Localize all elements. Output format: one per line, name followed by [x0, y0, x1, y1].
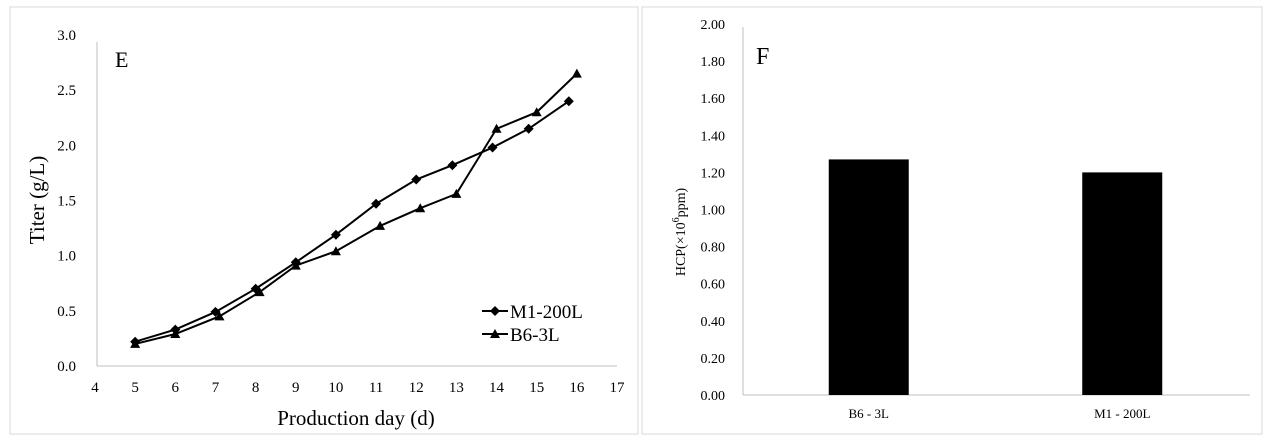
y-tick-label: 1.40 [701, 129, 726, 144]
legend-label: B6-3L [510, 325, 560, 346]
x-tick-label: 11 [369, 380, 383, 396]
data-point-M1-200L [563, 96, 574, 107]
y-tick-label: 1.5 [57, 194, 76, 210]
y-tick-label: 0.00 [701, 389, 726, 404]
x-tick-label: 17 [610, 380, 626, 396]
y-tick-label: 0.0 [57, 359, 76, 375]
data-point-B6-3L [491, 123, 502, 133]
x-axis-label: Production day (d) [277, 406, 434, 430]
y-tick-label: 1.80 [701, 55, 726, 70]
y-tick-label: 0.40 [701, 315, 726, 330]
data-point-M1-200L [447, 160, 458, 171]
bar-chart-f: F HCP(×106ppm) 0.00 0.20 0.40 0.60 0.80 1.00 1… [671, 18, 1250, 421]
y-tick-label: 2.0 [57, 138, 76, 154]
data-point-B6-3L [130, 338, 141, 348]
legend-marker-B6-3L [490, 329, 500, 338]
x-tick-label: 14 [489, 380, 505, 396]
data-point-B6-3L [214, 311, 225, 321]
data-point-B6-3L [290, 260, 301, 270]
data-point-B6-3L [451, 188, 462, 198]
data-point-M1-200L [371, 198, 382, 209]
x-tick-label: 4 [91, 380, 99, 396]
data-point-B6-3L [170, 329, 181, 339]
x-tick-label: 15 [529, 380, 544, 396]
data-point-M1-200L [487, 142, 498, 153]
x-tick-label: 13 [449, 380, 464, 396]
data-point-B6-3L [531, 107, 542, 117]
y-tick-label: 1.20 [701, 166, 726, 181]
y-tick-label: 2.5 [57, 83, 76, 99]
y-tick-label: 0.80 [701, 241, 726, 256]
data-point-B6-3L [330, 246, 341, 256]
y-tick-label: 0.5 [57, 304, 76, 320]
x-tick-label: 6 [172, 380, 180, 396]
y-tick-label: 1.00 [701, 204, 726, 219]
data-point-B6-3L [415, 203, 426, 213]
series-line-M1-200L [134, 100, 570, 343]
y-tick-label: 0.20 [701, 352, 726, 367]
x-tick-label: 12 [409, 380, 424, 396]
y-axis-label: Titer (g/L) [25, 156, 49, 244]
data-point-M1-200L [523, 123, 534, 134]
y-axis-label: HCP(×106ppm) [671, 187, 689, 276]
data-point-B6-3L [254, 287, 265, 297]
panel-f-border [641, 6, 1263, 435]
bar-B6 - 3L [828, 159, 909, 395]
line-chart-e: E Production day (d) Titer (g/L) 4 5 6 7 8 9 1… [25, 28, 625, 430]
x-tick-label: 8 [252, 380, 260, 396]
y-tick-label: 1.0 [57, 249, 76, 265]
bar-M1 - 200L [1082, 172, 1163, 395]
x-tick-label: 10 [328, 380, 343, 396]
series-line-B6-3L [134, 72, 578, 345]
panel-e-border [9, 6, 639, 435]
x-tick-label: 5 [131, 380, 139, 396]
legend-marker-M1-200L [490, 306, 500, 316]
panel-label-f: F [756, 44, 769, 70]
x-tick-label: 7 [212, 380, 220, 396]
x-tick-label: B6 - 3L [849, 406, 890, 421]
data-point-M1-200L [330, 229, 341, 240]
data-point-B6-3L [571, 68, 582, 78]
x-tick-label: M1 - 200L [1094, 406, 1150, 421]
legend-label: M1-200L [510, 302, 583, 323]
data-point-B6-3L [375, 220, 386, 230]
x-tick-label: 9 [292, 380, 300, 396]
panel-label-e: E [115, 47, 128, 72]
y-tick-label: 3.0 [57, 28, 76, 44]
y-tick-label: 1.60 [701, 92, 726, 107]
y-tick-label: 0.60 [701, 278, 726, 293]
x-tick-label: 16 [569, 380, 585, 396]
y-tick-label: 2.00 [701, 18, 726, 33]
data-point-M1-200L [411, 174, 422, 185]
